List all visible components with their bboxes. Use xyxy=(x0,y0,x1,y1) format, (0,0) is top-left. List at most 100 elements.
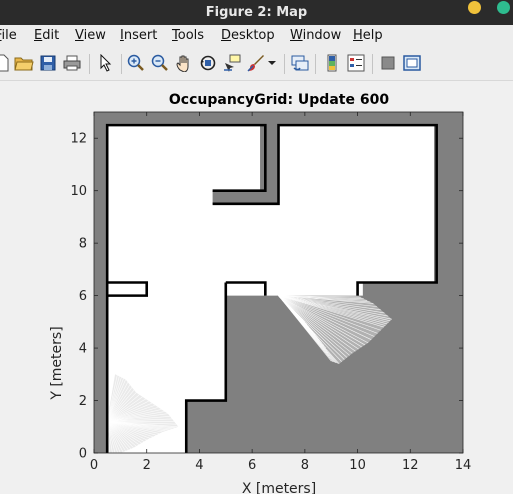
scan-ray xyxy=(106,421,124,453)
scan-ray xyxy=(107,421,147,441)
y-tick-label: 0 xyxy=(79,447,87,462)
toolbar-separator xyxy=(284,54,285,74)
x-tick-label: 10 xyxy=(349,458,366,473)
toolbar-separator xyxy=(121,54,122,74)
y-tick-label: 12 xyxy=(70,132,87,147)
show-plot-tools-icon[interactable] xyxy=(402,53,422,73)
scan-ray xyxy=(106,377,122,422)
save-figure-icon[interactable] xyxy=(38,53,58,73)
link-plot-icon[interactable] xyxy=(290,53,310,73)
close-button[interactable] xyxy=(497,1,510,14)
new-figure-icon[interactable] xyxy=(0,53,12,73)
occupied-wall xyxy=(184,282,228,453)
open-file-icon[interactable] xyxy=(14,53,34,73)
x-tick-label: 12 xyxy=(402,458,419,473)
occupancy-grid-plot[interactable]: OccupancyGrid: Update 600 0 2 4 6 8 10 12 14 0 2… xyxy=(0,81,513,494)
scan-ray xyxy=(278,295,359,350)
scan-ray xyxy=(106,394,140,422)
y-axis-label: Y [meters] xyxy=(49,326,65,400)
y-tick-label: 8 xyxy=(79,237,87,252)
toolbar-separator xyxy=(372,54,373,74)
window-titlebar: Figure 2: Map xyxy=(0,0,513,25)
scan-ray xyxy=(278,295,356,352)
x-tick-label: 0 xyxy=(90,458,98,473)
minimize-button[interactable] xyxy=(468,1,481,14)
scan-ray xyxy=(107,421,177,425)
scan-ray xyxy=(278,295,392,320)
scan-ray xyxy=(106,421,126,452)
menu-tools[interactable]: Tools xyxy=(172,28,205,43)
scan-ray xyxy=(106,382,129,422)
menu-desktop[interactable]: Desktop xyxy=(221,28,275,43)
zoom-out-icon[interactable] xyxy=(150,53,170,73)
x-tick-label: 14 xyxy=(455,458,472,473)
scan-ray xyxy=(278,295,366,346)
y-tick-label: 4 xyxy=(79,342,87,357)
scan-ray xyxy=(107,398,146,422)
x-tick-label: 6 xyxy=(248,458,256,473)
axes-box xyxy=(93,111,464,454)
rotate-3d-icon[interactable] xyxy=(198,53,218,73)
scan-ray xyxy=(278,295,372,340)
y-axis-ticks: 0 2 4 6 8 10 12 xyxy=(70,132,463,462)
menu-edit[interactable]: Edit xyxy=(34,28,60,43)
menu-help[interactable]: Help xyxy=(353,28,383,43)
scan-ray xyxy=(107,421,157,436)
zoom-in-icon[interactable] xyxy=(126,53,146,73)
scan-ray xyxy=(107,421,139,445)
scan-ray xyxy=(107,421,154,438)
data-cursor-icon[interactable] xyxy=(222,53,242,73)
scan-ray xyxy=(106,379,126,422)
brush-dropdown-icon[interactable] xyxy=(266,53,278,73)
figure-canvas: OccupancyGrid: Update 600 0 2 4 6 8 10 12 14 0 2… xyxy=(0,81,513,494)
pan-hand-icon[interactable] xyxy=(174,53,194,73)
scan-ray xyxy=(107,418,173,422)
scan-ray xyxy=(278,295,389,323)
insert-colorbar-icon[interactable] xyxy=(322,53,342,73)
scan-ray xyxy=(106,376,120,422)
scan-ray xyxy=(106,384,131,422)
scan-ray xyxy=(107,402,153,422)
occupied-wall xyxy=(212,123,438,296)
hide-plot-tools-icon[interactable] xyxy=(378,53,398,73)
insert-legend-icon[interactable] xyxy=(346,53,366,73)
free-region xyxy=(107,282,147,296)
menu-window[interactable]: Window xyxy=(290,28,342,43)
scan-ray xyxy=(278,295,385,314)
window-title: Figure 2: Map xyxy=(205,5,308,20)
scan-ray xyxy=(278,295,345,360)
scan-ray xyxy=(107,413,168,422)
toolbar-separator xyxy=(315,54,316,74)
scan-ray xyxy=(106,421,137,447)
print-figure-icon[interactable] xyxy=(62,53,82,73)
x-tick-label: 8 xyxy=(301,458,309,473)
occupied-wall xyxy=(105,123,267,453)
scan-rays-layer xyxy=(106,295,392,454)
scan-ray xyxy=(106,387,133,422)
scan-ray xyxy=(107,415,170,422)
brush-icon[interactable] xyxy=(246,53,266,73)
occupied-wall xyxy=(107,281,149,297)
scan-ray xyxy=(278,295,350,356)
scan-ray xyxy=(106,421,119,454)
scan-ray xyxy=(106,421,121,454)
scan-ray xyxy=(106,421,134,448)
scan-ray xyxy=(106,421,132,449)
free-space-layer xyxy=(107,125,435,453)
scan-ray xyxy=(106,421,129,451)
menu-insert[interactable]: Insert xyxy=(120,28,158,43)
scan-ray xyxy=(278,295,375,337)
scan-ray xyxy=(107,421,179,428)
scan-ray xyxy=(278,295,353,354)
scan-ray xyxy=(278,295,385,328)
scan-ray xyxy=(107,421,142,444)
scan-ray xyxy=(107,400,149,422)
edit-plot-arrow-icon[interactable] xyxy=(96,53,116,73)
menu-view[interactable]: View xyxy=(75,28,106,43)
scan-ray xyxy=(106,375,118,422)
menu-file[interactable]: File xyxy=(0,28,17,43)
scan-ray xyxy=(278,295,362,348)
occupied-wall xyxy=(225,281,267,296)
x-axis-ticks: 0 2 4 6 8 10 12 14 xyxy=(90,112,471,473)
scan-ray xyxy=(278,295,361,298)
